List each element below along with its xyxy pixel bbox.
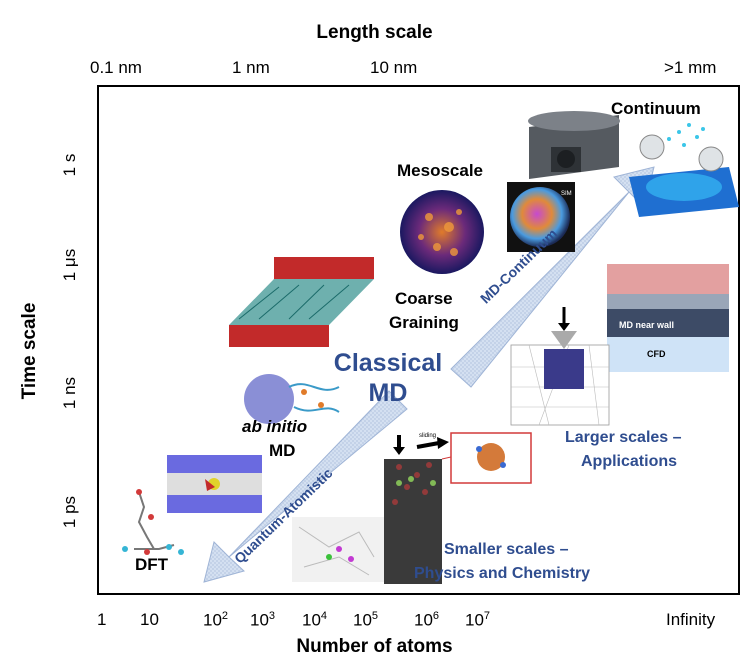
diagram-canvas: SIM MD near wall CFD (122, 111, 739, 584)
network-illustration (292, 517, 384, 582)
classical-md-label-line1: Classical (333, 349, 443, 377)
left-axis-title: Time scale (19, 302, 40, 400)
bottom-tick-0: 1 (97, 610, 107, 629)
coarse-graining-illustration (229, 257, 374, 347)
left-tick-2: 1 ns (60, 376, 79, 410)
ab-initio-label: ab initio (242, 417, 308, 436)
md-near-wall-label: MD near wall (619, 320, 674, 330)
top-tick-0: 0.1 nm (90, 58, 142, 77)
top-axis-title: Length scale (316, 22, 433, 43)
bottom-tick-5: 105 (353, 610, 379, 630)
larger-scales-label-line1: Larger scales – (565, 429, 682, 446)
bottom-axis-title: Number of atoms (296, 636, 453, 657)
top-tick-2: 10 nm (370, 58, 418, 77)
atom-block-illustration: sliding (384, 433, 449, 584)
coarse-graining-label-line2: Graining (389, 313, 459, 332)
smaller-scales-label-line2: Physics and Chemistry (414, 565, 591, 582)
continuum-illustration (528, 111, 739, 217)
bottom-tick-3: 103 (250, 610, 276, 630)
dft-label: DFT (135, 555, 169, 574)
sim-label: SIM (561, 191, 572, 197)
dft-molecule-illustration (122, 489, 184, 555)
bottom-tick-4: 104 (302, 610, 328, 630)
quantum-atomistic-arrow (203, 390, 408, 583)
classical-md-label-line2: MD (368, 379, 408, 407)
left-tick-0: 1 s (60, 153, 79, 177)
mesoscale-label: Mesoscale (397, 161, 483, 180)
sim-illustration: SIM (507, 182, 575, 252)
zoom-box-illustration (441, 432, 532, 484)
sliding-label: sliding (419, 433, 436, 439)
larger-scales-label-line2: Applications (581, 453, 678, 470)
bottom-tick-1: 10 (140, 610, 159, 629)
plot-frame: SIM MD near wall CFD (97, 85, 740, 595)
left-tick-1: 1 μs (60, 248, 79, 282)
bottom-tick-2: 102 (203, 610, 229, 630)
ab-initio-illustration (167, 455, 262, 513)
coarse-graining-label-line1: Coarse (395, 289, 453, 308)
polymer-illustration (244, 374, 340, 424)
bottom-tick-7: 107 (465, 610, 491, 630)
ab-initio-md-label: MD (269, 441, 296, 460)
bottom-tick-8: Infinity (666, 610, 716, 629)
md-cfd-illustration: MD near wall CFD (607, 264, 729, 372)
cfd-label: CFD (647, 349, 666, 359)
continuum-label: Continuum (611, 99, 701, 118)
smaller-scales-label-line1: Smaller scales – (444, 541, 569, 558)
top-tick-1: 1 nm (232, 58, 270, 77)
left-tick-3: 1 ps (60, 495, 79, 529)
indenter-mesh-illustration (510, 307, 610, 426)
top-tick-3: >1 mm (664, 58, 717, 77)
bottom-tick-6: 106 (414, 610, 440, 630)
mesoscale-illustration (400, 190, 484, 274)
